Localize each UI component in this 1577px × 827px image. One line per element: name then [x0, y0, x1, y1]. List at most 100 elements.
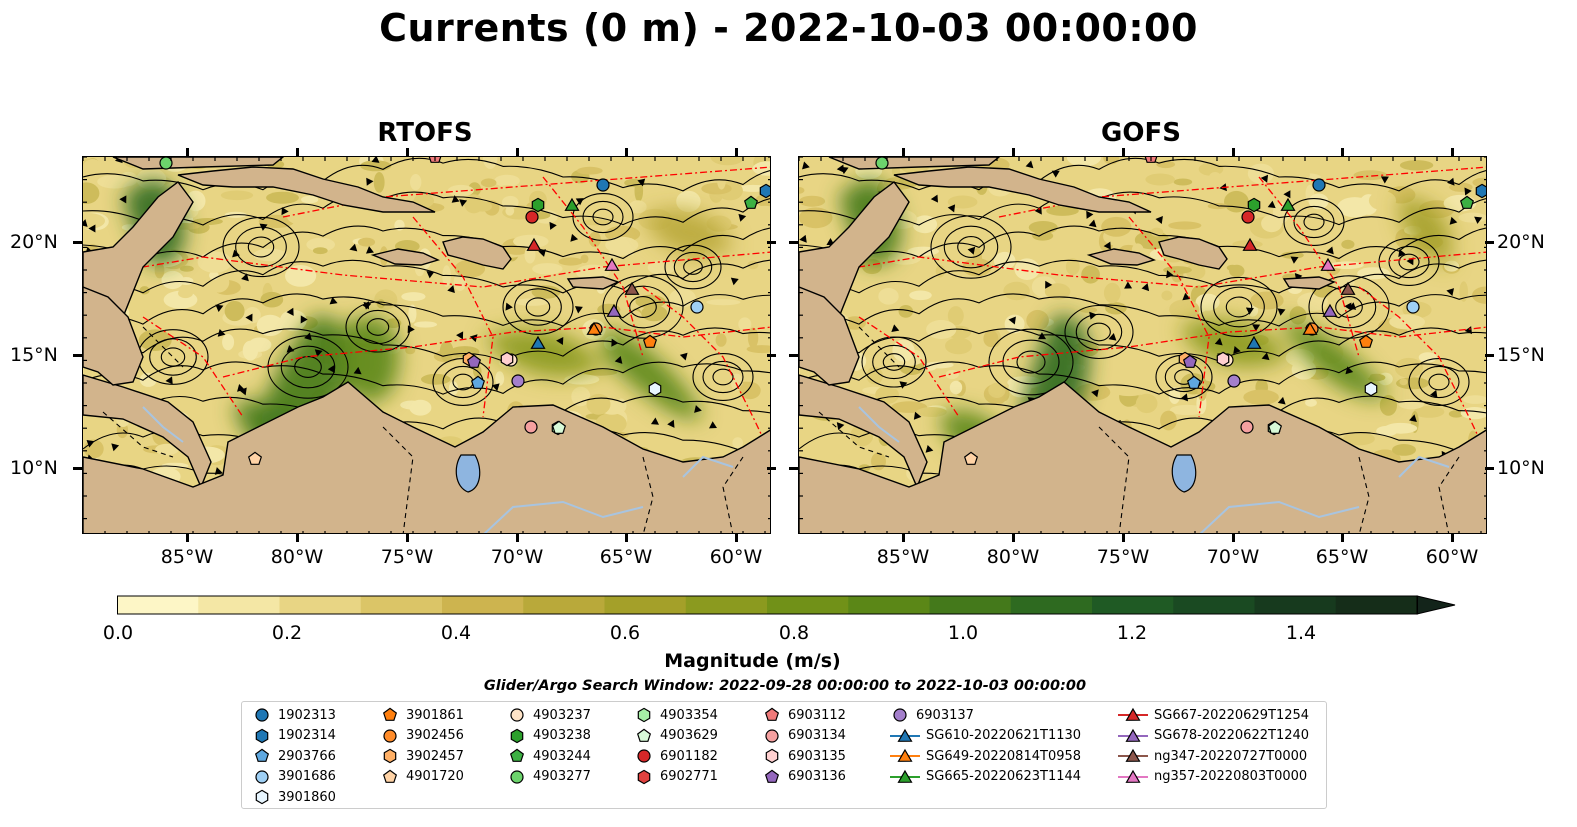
lon-major-tick — [186, 148, 189, 157]
country-borders — [818, 326, 1460, 533]
legend-label: 6903136 — [788, 769, 846, 784]
lat-major-tick — [1485, 241, 1494, 244]
pentagon-marker-icon — [382, 707, 398, 721]
rtofs-panel-title: RTOFS — [377, 118, 473, 148]
hexagon-marker-icon — [637, 769, 651, 784]
frame-ticks — [83, 157, 770, 533]
marker-3901860 — [1364, 381, 1378, 397]
circle-marker-icon — [383, 728, 397, 743]
legend-item: 6903137 — [890, 705, 974, 725]
legend-label: 4903237 — [533, 707, 591, 723]
lat-major-tick — [789, 241, 798, 244]
lat-label-20n-left: 20°N — [10, 231, 58, 253]
legend-label: 6903135 — [788, 748, 846, 764]
lat-major-tick — [789, 467, 798, 470]
cbar-tick-4: 0.8 — [778, 622, 810, 644]
legend-label: 4901720 — [406, 769, 464, 784]
marker-SG678-20220622T1240 — [1322, 303, 1338, 317]
marker-SG610-20220621T1130 — [1246, 335, 1262, 349]
triangle-marker-icon — [1118, 707, 1148, 721]
marker-4903244 — [743, 195, 759, 209]
marker-4903238 — [1247, 197, 1261, 213]
legend-item: 6903135 — [762, 746, 846, 766]
legend-label: SG667-20220629T1254 — [1154, 707, 1310, 723]
marker-6903137 — [511, 374, 525, 388]
eez-boundaries — [83, 166, 770, 455]
lon-major-tick — [516, 533, 519, 542]
lon-label-70w-gofs: 70°W — [1206, 546, 1260, 568]
marker-1902314 — [1475, 183, 1486, 199]
lon-label-85w-gofs: 85°W — [876, 546, 930, 568]
rivers — [858, 406, 1450, 533]
legend-label: SG649-20220814T0958 — [926, 748, 1082, 764]
legend-item: 3901686 — [252, 767, 336, 787]
lon-major-tick — [186, 533, 189, 542]
lon-major-tick — [735, 148, 738, 157]
lat-major-tick — [767, 241, 776, 244]
colorbar-segment — [604, 596, 687, 614]
pentagon-marker-icon — [382, 769, 398, 783]
cbar-tick-3: 0.6 — [609, 622, 641, 644]
colorbar-segment — [1173, 596, 1256, 614]
legend-item: 4903244 — [507, 746, 591, 766]
lat-major-tick — [1485, 354, 1494, 357]
lat-major-tick — [73, 467, 82, 470]
legend-item: 3902456 — [380, 726, 464, 746]
marker-ng357-20220803T0000 — [604, 257, 620, 271]
legend-item: ng357-20220803T0000 — [1118, 767, 1307, 787]
lon-major-tick — [625, 533, 628, 542]
pentagon-marker-icon — [254, 748, 270, 762]
marker-SG667-20220629T1254 — [526, 237, 542, 251]
marker-3901860 — [648, 381, 662, 397]
marker-SG665-20220623T1144 — [564, 197, 580, 211]
triangle-marker-icon — [1118, 769, 1148, 783]
marker-3901861 — [1358, 334, 1374, 348]
lon-major-tick — [296, 148, 299, 157]
legend-item: 6903136 — [762, 767, 846, 787]
lat-major-tick — [767, 354, 776, 357]
circle-marker-icon — [255, 769, 269, 784]
lon-major-tick — [296, 533, 299, 542]
legend-label: 2903766 — [278, 748, 336, 764]
rtofs-map[interactable] — [82, 156, 771, 534]
marker-4903277 — [875, 157, 889, 170]
colorbar-segment — [929, 596, 1012, 614]
lon-label-85w-rtofs: 85°W — [160, 546, 214, 568]
search-window-text: Glider/Argo Search Window: 2022-09-28 00… — [483, 678, 1087, 694]
cbar-tick-5: 1.0 — [947, 622, 979, 644]
marker-4903629 — [1267, 420, 1283, 434]
hexagon-marker-icon — [255, 728, 269, 743]
legend-item: 6902771 — [634, 767, 718, 787]
lat-label-10n-left: 10°N — [10, 457, 58, 479]
cbar-tick-0: 0.0 — [102, 622, 134, 644]
legend-label: 4903244 — [533, 748, 591, 764]
legend-item: 2903766 — [252, 746, 336, 766]
marker-SG649-20220814T0958 — [1302, 321, 1318, 335]
frame-ticks — [799, 157, 1486, 533]
circle-marker-icon — [893, 708, 907, 722]
lat-major-tick — [73, 241, 82, 244]
legend-item: SG667-20220629T1254 — [1118, 705, 1309, 725]
colorbar-segment — [1335, 596, 1418, 614]
legend-label: 3902456 — [406, 728, 464, 743]
lon-label-65w-rtofs: 65°W — [599, 546, 653, 568]
marker-3901686 — [690, 300, 704, 314]
marker-6903134 — [1240, 420, 1254, 434]
gofs-map[interactable] — [798, 156, 1487, 534]
colorbar-segment — [360, 596, 443, 614]
land-masses — [83, 157, 770, 533]
legend-label: 6903112 — [788, 707, 846, 723]
colorbar-segment — [117, 596, 199, 614]
marker-SG610-20220621T1130 — [530, 335, 546, 349]
rivers — [142, 406, 734, 533]
marker-6903135 — [1216, 351, 1230, 367]
legend-item: 1902314 — [252, 726, 336, 746]
colorbar — [117, 595, 1456, 615]
legend-item: 1902313 — [252, 705, 336, 725]
cbar-tick-1: 0.2 — [271, 622, 303, 644]
lat-label-15n-right: 15°N — [1497, 344, 1545, 366]
legend-label: 4903277 — [533, 769, 591, 784]
lat-label-10n-right: 10°N — [1497, 457, 1545, 479]
marker-4903277 — [159, 157, 173, 170]
triangle-marker-icon — [1118, 748, 1148, 762]
